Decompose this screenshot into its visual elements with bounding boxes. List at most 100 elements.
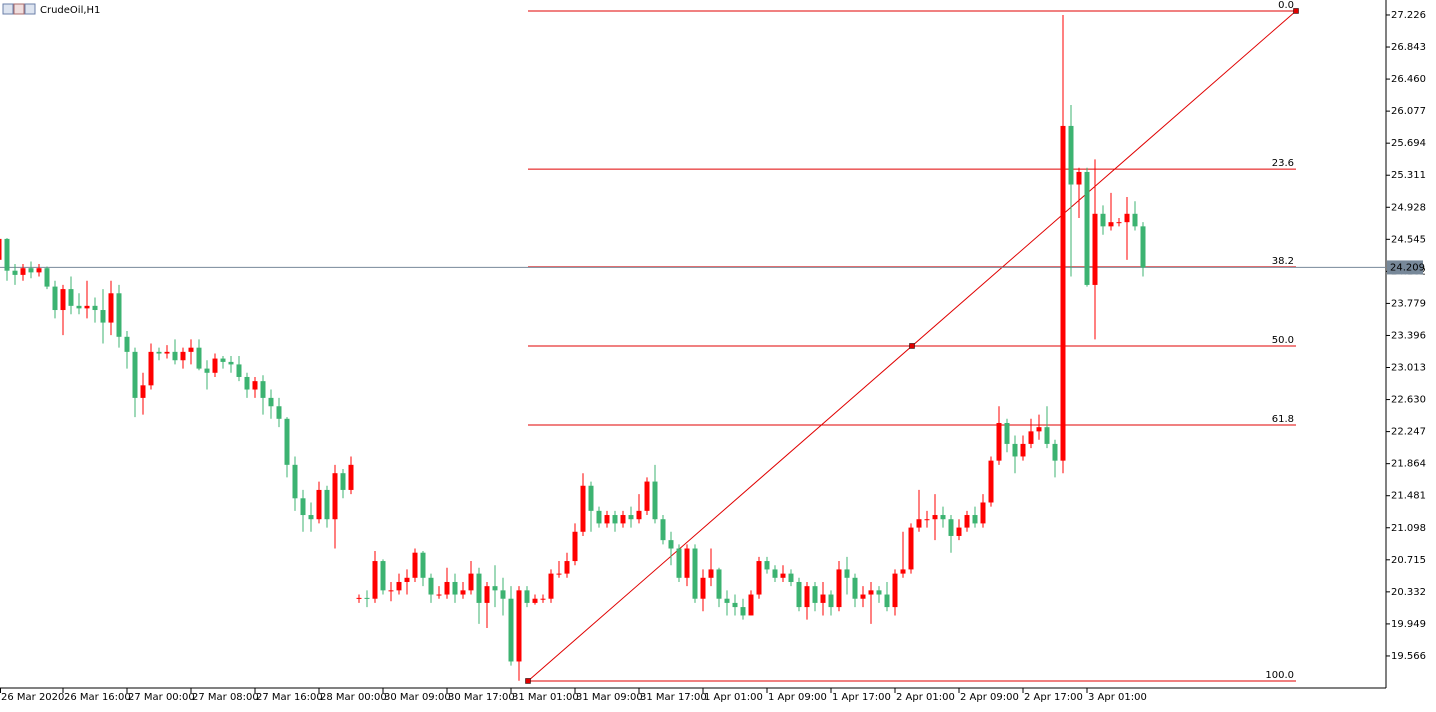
candle-body	[780, 573, 786, 578]
candle-body	[356, 597, 362, 599]
fib-level-label: 38.2	[1272, 256, 1294, 267]
candle-body	[36, 268, 42, 273]
candle-body	[156, 351, 162, 354]
candle-body	[932, 515, 938, 520]
candle-body	[796, 581, 802, 608]
candle-body	[84, 305, 90, 309]
fib-level-label: 50.0	[1272, 335, 1294, 346]
candle-body	[172, 351, 178, 361]
y-tick-label: 24.928	[1391, 202, 1426, 213]
chart-title: CrudeOil,H1	[40, 5, 100, 16]
candle-body	[732, 602, 738, 608]
candle-body	[212, 358, 218, 373]
candle-body	[708, 569, 714, 578]
candle-body	[108, 293, 114, 323]
candle-body	[804, 586, 810, 608]
x-tick-label: 28 Mar 00:00	[320, 692, 387, 703]
candle-body	[940, 515, 946, 520]
y-tick-label: 23.396	[1391, 330, 1426, 341]
candle-body	[564, 561, 570, 574]
candle-body	[1060, 125, 1066, 461]
x-tick-label: 27 Mar 00:00	[128, 692, 195, 703]
candle-body	[828, 594, 834, 608]
candle-body	[876, 590, 882, 595]
candle-body	[180, 351, 186, 361]
candle-body	[100, 310, 106, 323]
y-tick-label: 23.013	[1391, 363, 1426, 374]
candle-body	[964, 515, 970, 528]
y-tick-label: 27.226	[1391, 10, 1426, 21]
y-tick-label: 20.332	[1391, 587, 1426, 598]
x-tick-label: 3 Apr 01:00	[1088, 692, 1147, 703]
candle-body	[316, 489, 322, 520]
y-tick-label: 26.077	[1391, 106, 1426, 117]
candle-body	[420, 552, 426, 578]
candle-body	[140, 385, 146, 398]
candle-body	[652, 481, 658, 520]
price-label: 24.209	[1390, 262, 1425, 273]
candle-body	[196, 347, 202, 369]
candle-body	[748, 594, 754, 616]
candle-body	[508, 598, 514, 662]
candle-body	[636, 510, 642, 520]
candle-body	[1004, 422, 1010, 444]
fib-level-label: 23.6	[1272, 158, 1294, 169]
candle-body	[228, 361, 234, 365]
candle-body	[372, 561, 378, 599]
candle-body	[764, 561, 770, 570]
candle-body	[924, 519, 930, 521]
candle-body	[204, 368, 210, 373]
candle-body	[996, 422, 1002, 461]
candle-body	[308, 515, 314, 520]
candle-body	[820, 594, 826, 603]
candle-body	[268, 397, 274, 407]
candle-body	[604, 515, 610, 524]
candle-body	[1092, 213, 1098, 285]
y-tick-label: 23.779	[1391, 298, 1426, 309]
y-tick-label: 24.545	[1391, 234, 1426, 245]
candle-body	[0, 238, 2, 260]
candle-body	[836, 569, 842, 608]
candle-body	[556, 573, 562, 575]
candle-body	[860, 594, 866, 599]
candle-body	[116, 293, 122, 337]
symbol-icon	[2, 3, 36, 15]
candle-body	[220, 358, 226, 362]
candle-body	[244, 376, 250, 390]
candle-body	[452, 581, 458, 595]
candle-body	[1132, 213, 1138, 227]
candle-body	[484, 586, 490, 603]
candle-body	[148, 351, 154, 386]
candle-body	[948, 519, 954, 536]
candle-body	[692, 548, 698, 599]
candle-body	[76, 305, 82, 309]
x-tick-label: 30 Mar 17:00	[448, 692, 515, 703]
candle-body	[324, 489, 330, 520]
candle-body	[12, 270, 18, 275]
candle-body	[404, 577, 410, 582]
candle-body	[364, 597, 370, 599]
candle-body	[60, 289, 66, 311]
x-tick-label: 27 Mar 16:00	[256, 692, 323, 703]
y-tick-label: 26.460	[1391, 74, 1426, 85]
fib-level-label: 61.8	[1272, 414, 1294, 425]
candle-body	[900, 569, 906, 574]
candle-body	[460, 590, 466, 595]
fib-handle	[909, 343, 915, 349]
candle-body	[340, 473, 346, 490]
candle-body	[1052, 443, 1058, 461]
candle-body	[1108, 222, 1114, 227]
price-label-box	[1387, 260, 1423, 275]
candle-body	[724, 598, 730, 603]
candle-body	[252, 381, 258, 390]
candle-body	[1012, 443, 1018, 457]
candle-body	[1076, 171, 1082, 185]
candle-body	[668, 540, 674, 549]
candle-body	[164, 351, 170, 354]
candle-body	[292, 464, 298, 499]
candle-body	[644, 481, 650, 511]
candle-body	[980, 502, 986, 524]
y-tick-label: 21.098	[1391, 523, 1426, 534]
